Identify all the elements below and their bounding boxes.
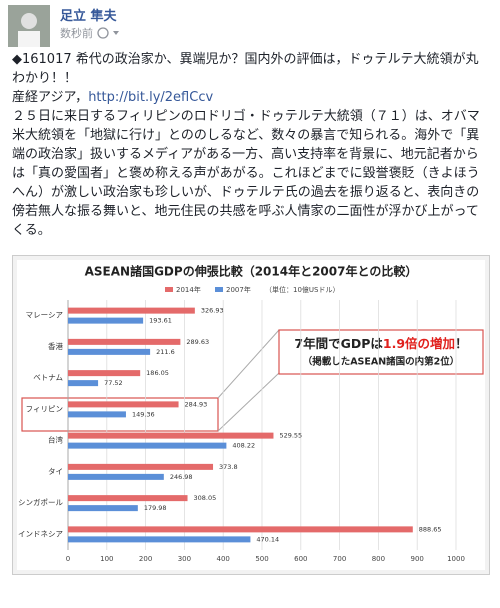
bar — [68, 463, 214, 470]
annotation: 7年間でGDPは1.9倍の増加！ — [294, 336, 467, 351]
value-label: 77.52 — [104, 379, 123, 387]
value-label: 246.98 — [170, 473, 193, 481]
x-tick-label: 1000 — [447, 555, 465, 563]
value-label: 529.55 — [279, 432, 302, 440]
legend-swatch — [165, 287, 173, 292]
y-tick-label: 台湾 — [48, 435, 63, 445]
x-tick-label: 800 — [372, 555, 385, 563]
bar — [68, 536, 251, 543]
bar — [68, 505, 138, 512]
y-tick-label: 香港 — [48, 341, 63, 351]
bar — [68, 338, 181, 345]
bar — [68, 370, 141, 377]
post-meta: 数秒前 — [60, 25, 123, 41]
avatar[interactable] — [8, 5, 50, 47]
connector — [217, 372, 280, 432]
y-tick-label: マレーシア — [26, 311, 63, 320]
caret — [113, 31, 119, 35]
x-tick-label: 100 — [100, 555, 113, 563]
bar — [68, 307, 195, 314]
value-label: 888.65 — [419, 525, 442, 533]
x-tick-label: 0 — [66, 555, 70, 563]
highlight-box — [21, 397, 219, 432]
chart: ASEAN諸国GDPの伸張比較（2014年と2007年との比較） 2014年 20… — [17, 260, 485, 570]
y-tick-label: シンガポール — [18, 497, 63, 507]
x-tick-label: 700 — [333, 555, 346, 563]
value-label: 326.93 — [201, 307, 224, 315]
legend-label: 2014年 — [176, 285, 201, 294]
annotation-part: 1.9倍の増加 — [383, 336, 455, 351]
value-label: 408.22 — [232, 442, 255, 450]
privacy-icon[interactable] — [97, 27, 123, 39]
bar — [68, 495, 188, 502]
bar — [68, 317, 144, 324]
avatar-head — [21, 13, 37, 29]
unit-note: （単位：10億USドル） — [265, 285, 339, 294]
y-tick-label: フィリピン — [26, 404, 63, 413]
x-tick-label: 300 — [178, 555, 191, 563]
annotation-part: ！ — [455, 336, 468, 351]
bar — [68, 380, 99, 387]
x-tick-label: 600 — [294, 555, 307, 563]
value-label: 373.8 — [219, 463, 238, 471]
value-label: 211.6 — [156, 348, 175, 356]
y-tick-label: インドネシア — [18, 529, 63, 538]
value-label: 186.05 — [146, 369, 169, 377]
post-time[interactable]: 数秒前 — [60, 27, 93, 40]
bar — [68, 442, 227, 449]
y-tick-label: タイ — [48, 467, 63, 476]
bar — [68, 348, 151, 355]
avatar-body — [18, 31, 40, 47]
value-label: 179.98 — [144, 504, 167, 512]
x-tick-label: 400 — [217, 555, 230, 563]
source-line: 産経アジア，http://bit.ly/2eflCcv — [12, 88, 490, 107]
value-label: 308.05 — [194, 494, 217, 502]
value-label: 149.36 — [132, 410, 155, 418]
value-label: 284.93 — [185, 400, 208, 408]
connector — [217, 329, 280, 399]
value-label: 193.61 — [149, 317, 172, 325]
chart-image[interactable]: ASEAN諸国GDPの伸張比較（2014年と2007年との比較） 2014年 20… — [12, 255, 490, 575]
y-tick-label: ベトナム — [33, 373, 63, 382]
legend-label: 2007年 — [226, 285, 251, 294]
post-text: ◆161017 希代の政治家か、異端児か？国内外の評価は，ドゥテルテ大統領が丸わ… — [12, 50, 490, 240]
author-name[interactable]: 足立 隼夫 — [60, 9, 117, 24]
legend-swatch — [215, 287, 223, 292]
value-label: 470.14 — [256, 535, 279, 543]
x-tick-label: 500 — [255, 555, 268, 563]
annotation-part: 7年間でGDPは — [294, 336, 383, 351]
annotation-note: （掲載したASEAN諸国の内第2位） — [303, 356, 460, 368]
chart-title: ASEAN諸国GDPの伸張比較（2014年と2007年との比較） — [85, 264, 418, 279]
annotation-box — [278, 329, 484, 375]
x-tick-label: 200 — [139, 555, 152, 563]
bar — [68, 432, 274, 439]
bar — [68, 401, 179, 408]
globe — [97, 27, 109, 39]
body-text: ２５日に来日するフィリピンのロドリゴ・ドゥテルテ大統領（７１）は、オバマ米大統領… — [12, 109, 480, 238]
bar — [68, 473, 164, 480]
x-tick-label: 900 — [411, 555, 424, 563]
value-label: 289.63 — [186, 338, 209, 346]
bar — [68, 526, 413, 533]
legend: 2014年 2007年 — [165, 285, 251, 294]
bar — [68, 411, 126, 418]
headline: ◆161017 希代の政治家か、異端児か？国内外の評価は，ドゥテルテ大統領が丸わ… — [12, 52, 479, 86]
link[interactable]: http://bit.ly/2eflCcv — [88, 90, 214, 105]
source: 産経アジア， — [12, 90, 89, 105]
